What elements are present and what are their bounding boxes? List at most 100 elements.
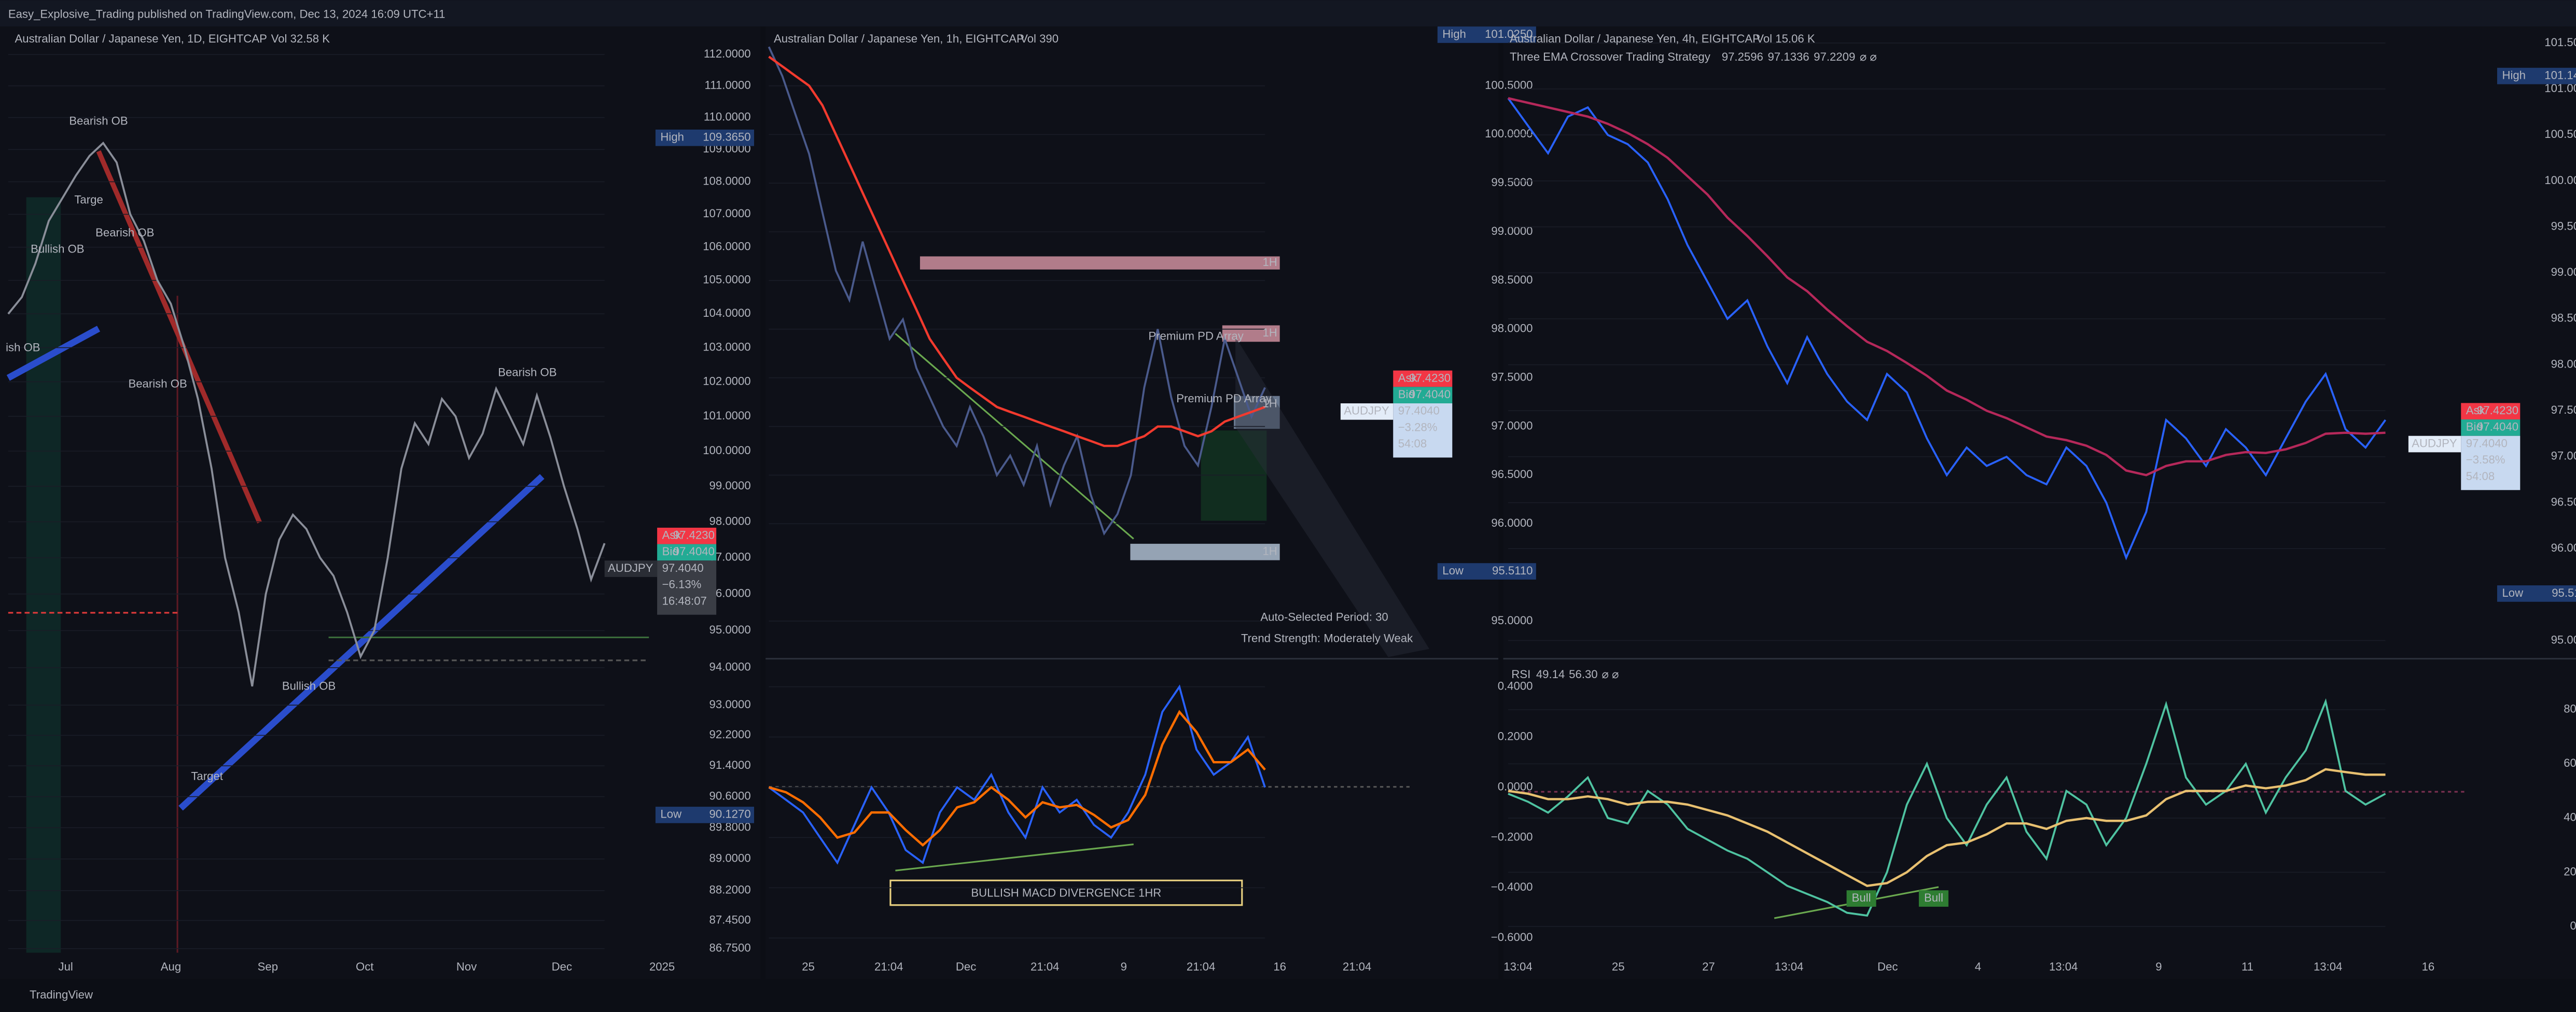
y-tick-label: 99.5000 (2551, 219, 2576, 232)
bid-text: Bid (662, 545, 679, 558)
footer-bar (0, 979, 2576, 1012)
price-line (1507, 97, 2387, 560)
annotation: ish OB (6, 341, 40, 354)
sub-title: RSI (1511, 668, 1530, 681)
y-tick-label: 99.0000 (2551, 265, 2576, 278)
trend-line (96, 150, 262, 524)
footer-brand: TradingView (30, 988, 93, 1001)
high-badge (1437, 26, 1536, 43)
y-tick-label: 110.0000 (704, 110, 751, 123)
x-tick-label: 25 (802, 960, 815, 973)
low-badge (1437, 563, 1536, 580)
last-badge (2461, 435, 2521, 490)
last-value: 97.4040 (2466, 437, 2508, 449)
y-tick-label: 91.4000 (709, 758, 751, 771)
annotation: Premium PD Array (1148, 330, 1244, 343)
annotation: Bearish OB (498, 366, 556, 378)
x-tick-label: Sep (258, 960, 278, 973)
change-value: −3.58% (2466, 453, 2505, 466)
sub-annotation: Bull (1852, 891, 1871, 904)
price-line (1508, 768, 2386, 887)
low-badge-text: Low (660, 808, 682, 821)
projection-channel (1235, 336, 1429, 657)
high-badge-text: High (660, 131, 684, 144)
annotation: Bullish OB (31, 243, 84, 256)
bid-value: 97.4040 (673, 545, 715, 558)
trend-line (6, 326, 101, 381)
low-badge-text: Low (2502, 586, 2524, 599)
y-tick-label: 100.0000 (703, 444, 750, 457)
last-badge (1393, 403, 1453, 458)
bid-badge (657, 544, 717, 561)
high-badge-value: 109.3650 (703, 131, 750, 144)
volume-label: Vol 390 (1020, 32, 1059, 45)
annotation: 1H (1262, 545, 1277, 558)
annotation: Bearish OB (128, 377, 187, 390)
low-badge-value: 90.1270 (709, 808, 751, 821)
y-tick-label: 95.0000 (1491, 614, 1533, 627)
volume-label: Vol 32.58 K (271, 32, 330, 45)
x-tick-label: 21:04 (1343, 960, 1371, 973)
annotation: 1H (1262, 326, 1277, 339)
y-tick-label: 92.2000 (709, 728, 751, 741)
indicator-value: 97.2596 (1722, 50, 1763, 63)
symbol-text: AUDJPY (608, 561, 653, 574)
x-tick-label: 27 (1702, 960, 1715, 973)
y-tick-label: 97.0000 (1491, 419, 1533, 432)
ask-value: 97.4230 (2477, 404, 2518, 417)
ask-value: 97.4230 (1409, 371, 1451, 384)
ask-value: 97.4230 (673, 529, 715, 542)
divergence-line (895, 843, 1134, 872)
x-tick-label: 13:04 (2314, 960, 2342, 973)
y-tick-label: 96.0000 (1491, 516, 1533, 529)
countdown: 54:08 (1398, 437, 1427, 450)
y-tick-label: 40.00 (2564, 811, 2576, 824)
signal-badge (1846, 890, 1876, 907)
high-badge-text: High (1442, 27, 1466, 40)
y-tick-label: 99.0000 (709, 479, 751, 492)
y-tick-label: 98.0000 (1491, 322, 1533, 335)
price-line (1508, 97, 2386, 476)
low-badge-text: Low (1442, 564, 1464, 577)
x-tick-label: 9 (1121, 960, 1127, 973)
x-tick-label: Nov (456, 960, 477, 973)
y-tick-label: 111.0000 (705, 78, 751, 91)
y-tick-label: 98.0000 (709, 514, 751, 527)
annotation: Bullish OB (282, 679, 336, 692)
y-tick-label: 105.0000 (703, 273, 750, 286)
y-tick-label: 0.2000 (1498, 729, 1533, 742)
indicator-value: 97.2209 (1814, 50, 1855, 63)
y-tick-label: 100.5000 (1485, 78, 1533, 91)
sub-annotation: Bull (1924, 891, 1943, 904)
y-tick-label: 95.0000 (709, 623, 751, 636)
y-tick-label: 0.00 (2570, 919, 2576, 932)
y-tick-label: 100.0000 (1485, 127, 1533, 140)
y-tick-label: 89.0000 (709, 852, 751, 865)
y-tick-label: 0.4000 (1498, 680, 1533, 693)
x-tick-label: 16 (1273, 960, 1286, 973)
y-tick-label: 97.5000 (1491, 371, 1533, 384)
x-tick-label: Oct (356, 960, 373, 973)
price-line (768, 684, 1266, 865)
y-tick-label: 104.0000 (703, 306, 750, 319)
y-tick-label: 100.5000 (2544, 128, 2576, 140)
last-badge (657, 560, 717, 615)
top-bar-text: Easy_Explosive_Trading published on Trad… (8, 8, 445, 21)
annotation: Target (191, 770, 223, 783)
sub-title-value: 56.30 (1569, 668, 1597, 681)
countdown: 16:48:07 (662, 594, 707, 607)
demand-zone (1130, 543, 1280, 560)
target-zone (1201, 430, 1267, 521)
sub-title-value: ⌀ ⌀ (1602, 668, 1619, 681)
indicator-name: Three EMA Crossover Trading Strategy (1510, 50, 1711, 63)
y-tick-label: 98.5000 (2551, 312, 2576, 325)
panel-title: Australian Dollar / Japanese Yen, 1D, EI… (15, 32, 267, 45)
y-tick-label: 98.0000 (2551, 357, 2576, 370)
y-tick-label: 0.0000 (1498, 780, 1533, 793)
trend-line (178, 474, 545, 811)
low-badge-value: 95.5110 (2552, 586, 2576, 599)
y-tick-label: 97.5000 (2551, 403, 2576, 416)
symbol-text: AUDJPY (2412, 437, 2457, 449)
low-badge (2497, 585, 2576, 602)
